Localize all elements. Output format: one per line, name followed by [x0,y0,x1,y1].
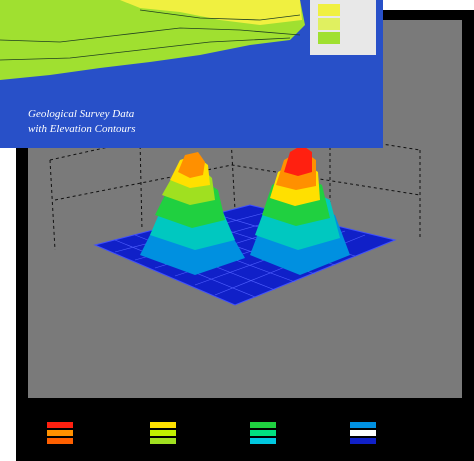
contour-chart-window: Geological Survey Data with Elevation Co… [0,0,383,148]
legend-swatch [318,32,340,44]
caption-line: with Elevation Contours [28,123,136,135]
terrain-high [120,0,302,25]
legend [47,422,376,444]
legend-swatch [318,18,340,30]
caption-line: Geological Survey Data [28,108,135,120]
left-peak [140,152,245,275]
legend-swatch [318,4,340,16]
contour-lines [0,9,301,61]
right-peak [250,145,350,275]
